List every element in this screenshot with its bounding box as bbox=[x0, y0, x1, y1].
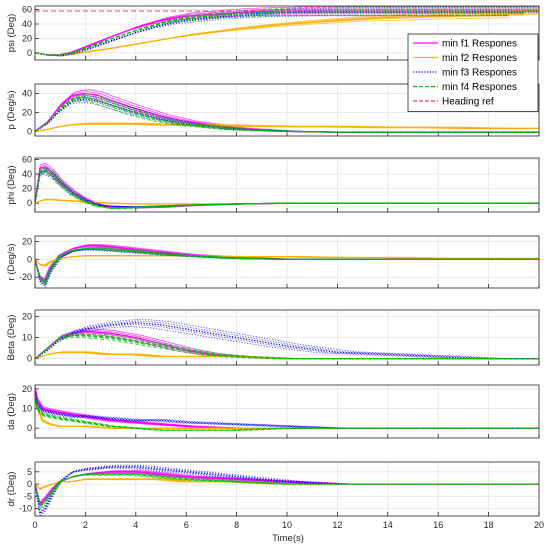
series-trace bbox=[35, 15, 509, 56]
x-tick-label: 2 bbox=[83, 520, 88, 530]
y-axis-label: r (Deg/s) bbox=[6, 244, 17, 281]
x-tick-label: 16 bbox=[433, 520, 443, 530]
series-group bbox=[35, 318, 539, 360]
subplot-4: -20 0 20 r (Deg/s) bbox=[6, 235, 540, 289]
series-trace bbox=[35, 7, 539, 57]
x-tick-label: 20 bbox=[534, 520, 544, 530]
y-tick-label: 40 bbox=[22, 169, 32, 179]
y-tick-label: 20 bbox=[22, 107, 32, 117]
series-trace bbox=[35, 9, 539, 57]
series-group bbox=[35, 162, 539, 210]
y-tick-label: 0 bbox=[27, 479, 32, 489]
y-tick-label: 20 bbox=[22, 236, 32, 246]
y-tick-label: 0 bbox=[27, 254, 32, 264]
y-tick-label: 20 bbox=[22, 184, 32, 194]
legend-entry-label: min f4 Respones bbox=[442, 82, 517, 93]
series-line bbox=[35, 466, 539, 515]
x-tick-label: 0 bbox=[32, 520, 37, 530]
subplot-5: 0 10 20 Beta (Deg) bbox=[6, 309, 540, 366]
x-tick-label: 8 bbox=[234, 520, 239, 530]
subplot-7: -10 -5 0 5 0 2 4 6 8 10 12 14 16 18 20 dr (Deg) bbox=[6, 461, 544, 530]
x-axis-label: Time(s) bbox=[272, 533, 304, 544]
series-trace bbox=[35, 472, 539, 509]
series-trace bbox=[35, 247, 539, 285]
x-tick-label: 6 bbox=[184, 520, 189, 530]
y-tick-label: 60 bbox=[22, 5, 32, 15]
y-tick-label: 0 bbox=[27, 423, 32, 433]
subplot-1: 0 20 40 60 psi (Deg) bbox=[6, 5, 540, 61]
y-tick-label: 20 bbox=[22, 384, 32, 394]
series-line bbox=[35, 322, 539, 360]
series-trace bbox=[35, 93, 539, 133]
y-tick-label: 0 bbox=[27, 198, 32, 208]
series-group bbox=[35, 6, 539, 57]
series-trace bbox=[35, 254, 539, 267]
y-tick-label: 10 bbox=[22, 333, 32, 343]
legend: min f1 Respones min f2 Respones min f3 Res… bbox=[407, 33, 539, 112]
legend-entry-label: Heading ref bbox=[442, 97, 494, 108]
series-trace bbox=[35, 95, 539, 133]
series-group bbox=[35, 464, 539, 516]
legend-box bbox=[407, 33, 539, 112]
y-axis-label: p (Deg/s) bbox=[6, 90, 17, 129]
series-trace bbox=[35, 247, 539, 286]
series-group bbox=[35, 244, 539, 288]
y-axis-label: dr (Deg) bbox=[6, 472, 17, 507]
series-trace bbox=[35, 101, 509, 133]
series-trace bbox=[35, 6, 539, 56]
y-tick-label: -5 bbox=[24, 491, 32, 501]
subplot-3: 0 20 40 60 phi (Deg) bbox=[6, 154, 540, 213]
y-tick-label: 0 bbox=[27, 354, 32, 364]
series-trace bbox=[35, 394, 524, 429]
x-tick-label: 18 bbox=[484, 520, 494, 530]
y-axis-label: da (Deg) bbox=[6, 393, 17, 430]
x-tick-label: 10 bbox=[282, 520, 292, 530]
series-trace bbox=[35, 165, 539, 210]
y-tick-label: 0 bbox=[27, 48, 32, 58]
y-tick-label: 40 bbox=[22, 88, 32, 98]
series-trace bbox=[35, 332, 539, 360]
series-trace bbox=[35, 393, 539, 431]
y-tick-label: 0 bbox=[27, 126, 32, 136]
y-tick-label: 60 bbox=[22, 154, 32, 164]
y-tick-label: 10 bbox=[22, 404, 32, 414]
x-tick-label: 14 bbox=[383, 520, 393, 530]
series-group bbox=[35, 385, 539, 431]
series-trace bbox=[35, 465, 539, 516]
legend-entry-label: min f3 Respones bbox=[442, 68, 517, 79]
series-trace bbox=[35, 473, 539, 508]
y-tick-label: 20 bbox=[22, 311, 32, 321]
subplot-6: 0 10 20 da (Deg) bbox=[6, 384, 540, 439]
legend-entry-label: min f2 Respones bbox=[442, 53, 517, 64]
y-tick-label: 40 bbox=[22, 19, 32, 29]
y-tick-label: -20 bbox=[19, 272, 32, 282]
legend-entry-label: min f1 Respones bbox=[442, 39, 517, 50]
x-tick-label: 4 bbox=[133, 520, 138, 530]
y-tick-label: 20 bbox=[22, 33, 32, 43]
series-trace bbox=[35, 249, 509, 283]
y-axis-label: psi (Deg) bbox=[6, 14, 17, 53]
series-trace bbox=[35, 14, 509, 56]
y-axis-label: Beta (Deg) bbox=[6, 315, 17, 361]
series-group bbox=[35, 89, 539, 133]
x-tick-label: 12 bbox=[332, 520, 342, 530]
series-trace bbox=[35, 248, 539, 288]
y-tick-label: -10 bbox=[19, 504, 32, 514]
y-tick-label: 5 bbox=[27, 467, 32, 477]
y-axis-label: phi (Deg) bbox=[6, 165, 17, 204]
series-trace bbox=[35, 318, 539, 360]
